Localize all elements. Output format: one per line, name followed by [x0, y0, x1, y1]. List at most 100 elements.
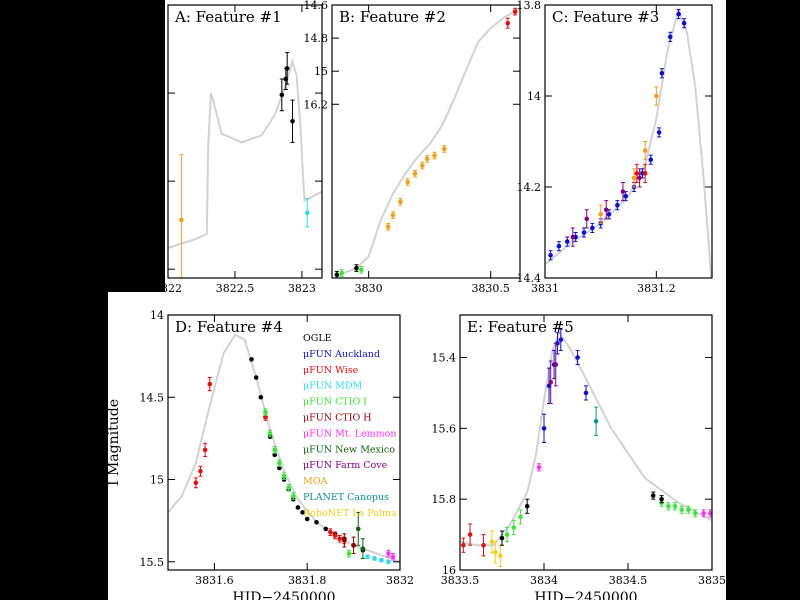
panel-d-data-point [253, 375, 259, 380]
panel-d: 3831.6 3831.8 3832 14 14.5 15 15.5 D: Feature #… [106, 309, 414, 600]
panel-d-xlabel: HJD−2450000 [232, 590, 335, 600]
panel-d-data-point [386, 559, 391, 565]
panel-d-data-point [323, 526, 329, 532]
panel-e-data-point [536, 464, 542, 470]
panel-a-xtick-label: 3823 [288, 282, 316, 295]
legend: OGLE μFUN Auckland μFUN Wise μFUN MDM μFUN C… [303, 333, 397, 519]
panel-a-ytick-label: 16.1 [140, 87, 165, 100]
panel-e-xtick-label: 3833.5 [441, 574, 480, 587]
panel-e-data-point [575, 355, 580, 360]
panel-d-data-point [281, 473, 287, 479]
panel-d-data-point [198, 468, 203, 474]
panel-b-data-point [398, 199, 403, 205]
panel-c-data-point [631, 175, 637, 181]
panel-c-xtick-label: 3831.2 [637, 282, 676, 295]
legend-entry: PLANET Canopus [303, 492, 389, 503]
panel-a-title: A: Feature #1 [174, 8, 282, 26]
panel-c-data-point [590, 225, 595, 231]
panel-d-data-point [193, 480, 199, 486]
panel-b-frame [331, 4, 521, 279]
panel-d-data-point [351, 543, 356, 548]
panel-d-data-point [272, 447, 278, 453]
panel-d-frame [167, 314, 401, 571]
panel-b-data-point [334, 272, 340, 277]
panel-d-data-point [304, 516, 310, 522]
panel-d-ytick-label: 14.5 [140, 391, 165, 404]
panel-c-data-point [659, 70, 665, 76]
panel-a-data-point [179, 217, 184, 223]
panel-e-data-point [553, 362, 559, 367]
panel-a-data-point [279, 92, 285, 98]
legend-entry: μFUN CTIO I [303, 397, 367, 408]
panel-e-data-point [499, 535, 505, 541]
panel-b-data-point [432, 153, 437, 158]
panel-c-data-point [656, 130, 662, 135]
panel-c-data-point [603, 207, 609, 213]
panel-b-xtick-label: 3830.5 [471, 282, 510, 295]
panel-b-data-point [385, 224, 391, 230]
panel-e-xtick-label: 3834 [530, 574, 558, 587]
panel-e-data-point [659, 496, 664, 502]
panel-e-ytick-label: 15.4 [432, 352, 457, 365]
panel-b-ytick-label: 15 [314, 65, 328, 78]
panel-e-xlabel: HJD−2450000 [534, 590, 637, 600]
panel-b-data-point [424, 156, 430, 162]
panel-b-data-point [412, 171, 418, 177]
panel-d-data-point [207, 381, 213, 387]
panel-d-xtick-label: 3831.8 [288, 574, 327, 587]
panel-a: 3822 3822.5 3823 16.05 16.1 16.15 16.2 A: Featu… [106, 0, 323, 295]
legend-entry: μFUN Mt. Lemmon [303, 428, 396, 439]
panel-e-data-point [489, 539, 495, 544]
panel-c-data-point [623, 193, 629, 199]
panel-e-ytick-label: 16 [442, 564, 456, 577]
panel-e-data-point [518, 514, 523, 520]
panel-e-title: E: Feature #5 [467, 318, 574, 336]
panel-c-ytick-label: 13.8 [517, 0, 542, 12]
panel-b-ytick-label: 14.8 [304, 32, 329, 45]
panel-c-data-point [598, 212, 603, 217]
legend-entry: μFUN Wise [303, 365, 359, 376]
panel-c-data-point [570, 234, 576, 240]
panel-d-data-point [267, 431, 273, 436]
panel-a-frame [167, 4, 323, 279]
panel-c-ytick-label: 14.4 [517, 272, 542, 285]
panel-d-ytick-label: 15.5 [140, 556, 165, 569]
panel-d-data-point [300, 510, 305, 515]
panel-e-data-point [548, 379, 554, 385]
panel-d-data-point [365, 554, 370, 560]
panel-c-model-curve [545, 6, 712, 278]
panel-d-data-point [202, 447, 208, 453]
panel-a-data-point [290, 118, 295, 124]
panel-c-data-point [564, 239, 570, 244]
panel-d-data-point [355, 526, 361, 532]
panel-d-data-point [286, 485, 291, 491]
panel-b: 3830 3830.5 14.6 14.8 15 16.2 B: Feature #2 [304, 0, 521, 295]
legend-entry: OGLE [303, 333, 332, 344]
panel-d-xtick-label: 3832 [386, 574, 414, 587]
panel-e-data-point [558, 337, 564, 343]
panel-e-data-point [492, 549, 498, 555]
panel-c-data-point [642, 171, 648, 176]
panel-e-data-point [686, 507, 691, 513]
panel-b-data-point [505, 20, 511, 26]
panel-d-data-point [390, 554, 396, 560]
panel-a-data-point [304, 210, 310, 216]
panel-a-data-point [284, 66, 290, 71]
panel-d-data-point [372, 556, 377, 561]
panel-b-ytick-label: 14.6 [304, 0, 329, 12]
panel-b-title: B: Feature #2 [339, 8, 446, 26]
legend-entry: MOA [303, 476, 328, 487]
panel-d-xtick-label: 3831.6 [195, 574, 234, 587]
panel-c-data-point [556, 243, 562, 249]
panel-e-data-point [541, 426, 547, 431]
panel-b-data-point [354, 265, 359, 271]
panel-e-data-point [498, 553, 503, 559]
panel-e: 3833.5 3834 3834.5 3835 15.4 15.6 15.8 16 E: Fea… [432, 314, 726, 600]
panel-d-data-point [337, 536, 342, 542]
panel-b-data-point [405, 179, 410, 185]
panel-d-data-point [258, 394, 264, 400]
panel-c-ytick-label: 14.2 [517, 181, 542, 194]
legend-entry: RoboNET La Palma [303, 508, 397, 519]
panel-c-data-point [615, 202, 620, 208]
panel-e-ytick-label: 15.6 [432, 422, 457, 435]
